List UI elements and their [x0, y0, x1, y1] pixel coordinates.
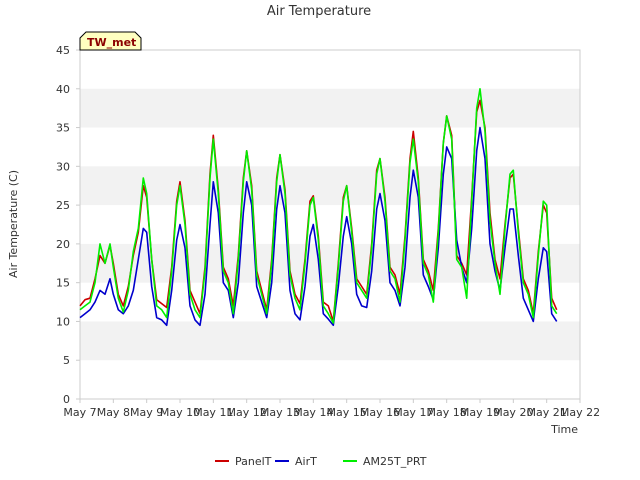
y-tick-label: 20: [56, 238, 70, 251]
x-tick-label: May 10: [160, 406, 200, 419]
y-tick-label: 5: [63, 354, 70, 367]
legend-label-am25t-prt: AM25T_PRT: [363, 455, 427, 468]
series-lines: [79, 88, 558, 327]
x-tick-label: May 19: [460, 406, 500, 419]
legend: PanelT AirT AM25T_PRT: [215, 455, 427, 468]
x-tick-label: May 9: [130, 406, 163, 419]
x-tick-label: May 13: [260, 406, 300, 419]
legend-label-panelt: PanelT: [235, 455, 272, 468]
y-tick-label: 35: [56, 122, 70, 135]
x-tick-label: May 17: [393, 406, 433, 419]
y-tick-label: 30: [56, 160, 70, 173]
x-tick-label: May 16: [360, 406, 400, 419]
y-axis-label: Air Temperature (C): [7, 170, 20, 278]
x-tick-label: May 18: [427, 406, 467, 419]
y-tick-label: 10: [56, 315, 70, 328]
y-axis-ticks: 0 5 10 15 20 25 30 35 40 45: [56, 44, 80, 406]
y-tick-label: 25: [56, 199, 70, 212]
series-line-am25t-prt: [79, 88, 558, 324]
x-tick-label: May 12: [227, 406, 267, 419]
y-tick-label: 40: [56, 83, 70, 96]
badge-label: TW_met: [87, 36, 136, 49]
badge-background: [79, 31, 142, 51]
grid-band: [80, 321, 580, 361]
x-tick-label: May 22: [560, 406, 600, 419]
x-tick-label: May 15: [327, 406, 367, 419]
x-axis-label: Time: [550, 423, 578, 436]
x-tick-label: May 11: [193, 406, 233, 419]
grid-band: [80, 88, 580, 128]
y-tick-label: 0: [63, 393, 70, 406]
x-tick-label: May 21: [527, 406, 567, 419]
x-tick-label: May 20: [493, 406, 533, 419]
series-line-airt: [79, 126, 558, 327]
chart-title: Air Temperature: [267, 4, 371, 19]
x-tick-label: May 8: [97, 406, 130, 419]
legend-label-airt: AirT: [295, 455, 317, 468]
y-tick-label: 45: [56, 44, 70, 57]
station-badge: TW_met: [79, 31, 142, 51]
y-tick-label: 15: [56, 277, 70, 290]
plot-area-frame: [79, 49, 581, 400]
x-tick-label: May 7: [63, 406, 96, 419]
x-tick-label: May 14: [293, 406, 333, 419]
grid-band: [80, 166, 580, 206]
